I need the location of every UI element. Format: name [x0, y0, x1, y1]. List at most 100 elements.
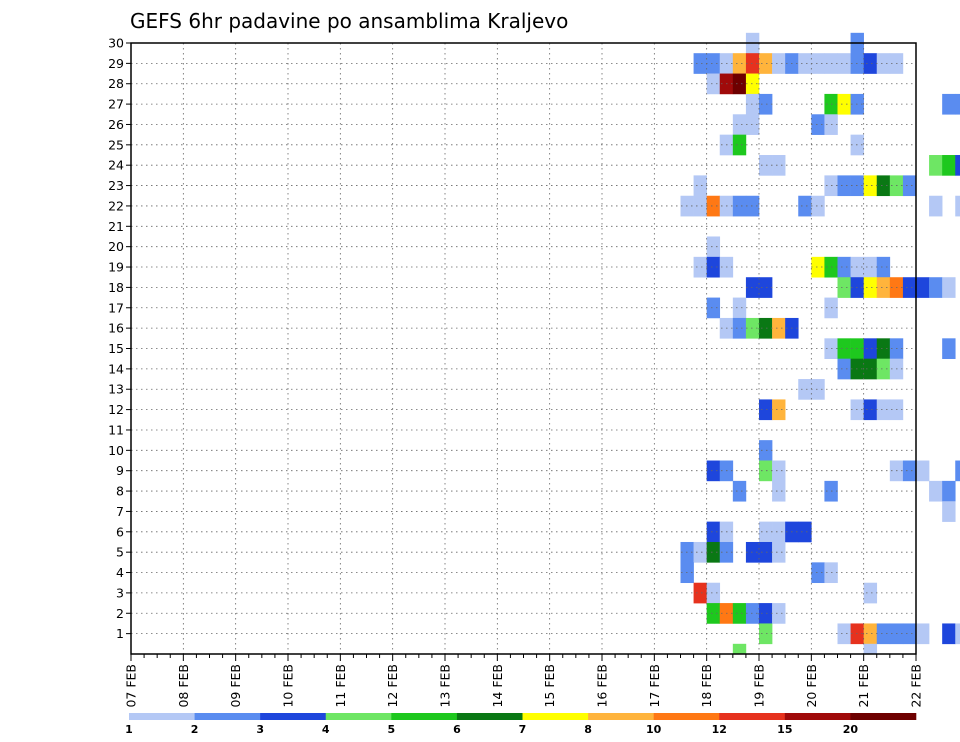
heatmap-cell: [772, 460, 786, 482]
heatmap-cell: [929, 155, 943, 176]
heatmap-cell: [863, 175, 878, 197]
heatmap-cell: [745, 317, 760, 339]
heatmap-cell: [706, 53, 721, 74]
heatmap-cell: [745, 541, 760, 563]
heatmap-cell: [811, 114, 825, 135]
heatmap-cell: [706, 603, 721, 624]
heatmap-cell: [732, 73, 747, 95]
x-tick-label: 09 FEB: [228, 664, 243, 708]
legend-label: 20: [843, 723, 859, 736]
y-tick-label: 22: [108, 198, 124, 213]
heatmap-cell: [863, 53, 878, 74]
y-tick-label: 28: [108, 76, 124, 91]
legend-swatch: [325, 713, 392, 720]
heatmap-cell: [772, 603, 786, 624]
heatmap-cell: [837, 53, 851, 74]
heatmap-cell: [759, 440, 773, 461]
heatmap-cell: [863, 256, 878, 278]
heatmap-cell: [876, 399, 891, 421]
heatmap-cell: [798, 53, 812, 74]
heatmap-cell: [916, 277, 930, 298]
heatmap-cell: [837, 175, 851, 197]
heatmap-cell: [798, 521, 812, 543]
heatmap-cell: [876, 53, 891, 74]
heatmap-cell: [745, 603, 760, 624]
x-tick-label: 16 FEB: [595, 664, 610, 708]
y-tick-label: 18: [108, 280, 124, 295]
x-tick-label: 13 FEB: [438, 664, 453, 708]
heatmap-cell: [759, 521, 773, 543]
x-tick-label: 07 FEB: [124, 664, 139, 708]
heatmap-cell: [693, 256, 707, 278]
x-tick-label: 11 FEB: [333, 664, 348, 708]
heatmap-cell: [759, 93, 773, 115]
y-tick-label: 23: [108, 178, 124, 193]
x-tick-label: 10 FEB: [281, 664, 296, 708]
legend-swatch: [456, 713, 523, 720]
heatmap-cell: [863, 582, 878, 604]
heatmap-cell: [942, 277, 956, 298]
heatmap-cell: [876, 623, 891, 645]
y-tick-label: 7: [116, 504, 124, 519]
heatmap-cell: [876, 256, 891, 278]
x-tick-label: 14 FEB: [490, 664, 505, 708]
heatmap-cell: [955, 195, 960, 217]
y-tick-label: 5: [116, 545, 124, 560]
heatmap-cell: [811, 256, 825, 278]
heatmap-cell: [837, 256, 851, 278]
legend-swatch: [588, 713, 654, 720]
heatmap-cell: [955, 155, 960, 176]
heatmap-cell: [902, 460, 917, 482]
heatmap-cell: [876, 175, 891, 197]
heatmap-cell: [706, 521, 721, 543]
y-tick-label: 24: [108, 158, 124, 173]
heatmap-cell: [798, 195, 812, 217]
heatmap-cell: [942, 155, 956, 176]
x-tick-label: 12 FEB: [385, 664, 400, 708]
chart-title: GEFS 6hr padavine po ansamblima Kraljevo: [130, 9, 568, 33]
y-tick-label: 12: [108, 402, 124, 417]
y-tick-label: 14: [108, 361, 124, 376]
x-tick-label: 19 FEB: [752, 664, 767, 708]
heatmap-cell: [902, 175, 917, 197]
y-tick-label: 20: [108, 239, 124, 254]
y-tick-label: 6: [116, 524, 124, 539]
heatmap-cell: [811, 195, 825, 217]
heatmap-cell: [876, 338, 891, 359]
x-axis: 07 FEB 08 FEB 09 FEB 10 FEB 11 FEB 12 FEB 13 F…: [124, 654, 924, 708]
heatmap-cell: [916, 460, 930, 482]
legend-label: 15: [777, 723, 792, 736]
heatmap-cell: [837, 358, 851, 380]
heatmap-cell: [837, 277, 851, 298]
heatmap-cell: [942, 623, 956, 645]
heatmap-cell: [811, 379, 825, 400]
x-tick-label: 18 FEB: [699, 664, 714, 708]
heatmap-cell: [863, 623, 878, 645]
heatmap-cell: [706, 541, 721, 563]
heatmap-cell: [693, 195, 707, 217]
heatmap-cell: [863, 358, 878, 380]
y-tick-label: 26: [108, 117, 124, 132]
legend-swatch: [391, 713, 458, 720]
y-tick-label: 8: [116, 484, 124, 499]
x-tick-label: 17 FEB: [647, 664, 662, 708]
heatmap-cell: [798, 379, 812, 400]
x-tick-label: 20 FEB: [804, 664, 819, 708]
heatmap-cell: [811, 562, 825, 584]
y-tick-label: 16: [108, 321, 124, 336]
heatmap-cell: [955, 623, 960, 645]
y-tick-label: 25: [108, 137, 124, 152]
heatmap-cell: [732, 603, 747, 624]
heatmap-cell: [693, 541, 707, 563]
y-tick-label: 11: [108, 422, 124, 437]
heatmap-cell: [759, 317, 773, 339]
y-tick-label: 30: [108, 36, 124, 51]
legend-label: 12: [712, 723, 727, 736]
y-tick-label: 19: [108, 260, 124, 275]
heatmap-cell: [759, 155, 773, 176]
heatmap-cell: [759, 399, 773, 421]
heatmap-cell: [706, 297, 721, 319]
y-tick-label: 21: [108, 219, 124, 234]
heatmap-cell: [732, 114, 747, 135]
